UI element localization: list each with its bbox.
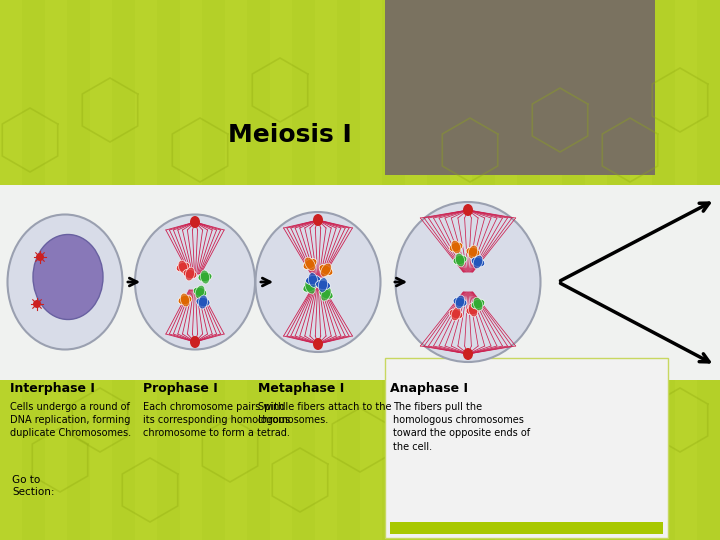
Ellipse shape (303, 282, 317, 292)
Ellipse shape (455, 295, 464, 309)
Ellipse shape (472, 299, 485, 309)
Text: Anaphase I: Anaphase I (390, 382, 468, 395)
Text: Prophase I: Prophase I (143, 382, 217, 395)
Text: Go to
Section:: Go to Section: (12, 475, 55, 497)
Bar (675, 0, 697, 540)
Bar (390, 522, 663, 534)
Bar (135, 0, 157, 540)
Ellipse shape (305, 257, 315, 271)
Bar (540, 0, 562, 540)
Bar (405, 0, 427, 540)
Ellipse shape (256, 212, 380, 352)
Ellipse shape (183, 269, 197, 279)
Ellipse shape (468, 303, 477, 317)
Text: Cells undergo a round of
DNA replication, forming
duplicate Chromosomes.: Cells undergo a round of DNA replication… (10, 402, 131, 438)
Bar (0, 0, 22, 540)
Ellipse shape (472, 257, 485, 267)
Ellipse shape (319, 289, 333, 299)
Text: Spindle fibers attach to the
chromosomes.: Spindle fibers attach to the chromosomes… (258, 402, 392, 425)
Bar (45, 0, 67, 540)
Ellipse shape (199, 295, 207, 309)
Bar (495, 0, 517, 540)
Bar (225, 0, 247, 540)
Bar (270, 0, 292, 540)
Ellipse shape (466, 305, 480, 315)
Text: Metaphase I: Metaphase I (258, 382, 344, 395)
Ellipse shape (466, 247, 480, 256)
Ellipse shape (315, 280, 330, 289)
Ellipse shape (305, 280, 315, 294)
Ellipse shape (449, 242, 463, 252)
Text: Interphase I: Interphase I (10, 382, 95, 395)
Ellipse shape (473, 255, 483, 269)
Ellipse shape (395, 202, 541, 362)
Bar (0, 185, 720, 380)
Ellipse shape (451, 307, 461, 321)
Ellipse shape (180, 293, 189, 307)
Ellipse shape (473, 297, 483, 310)
Ellipse shape (33, 234, 103, 320)
Ellipse shape (195, 285, 205, 299)
Bar (180, 0, 202, 540)
Ellipse shape (190, 336, 200, 348)
Ellipse shape (319, 265, 333, 275)
Ellipse shape (198, 272, 212, 281)
Bar (630, 0, 652, 540)
Ellipse shape (176, 262, 190, 272)
Text: The fibers pull the
homologous chromosomes
toward the opposite ends of
the cell.: The fibers pull the homologous chromosom… (393, 402, 530, 451)
Ellipse shape (178, 260, 188, 274)
Bar (315, 0, 337, 540)
Ellipse shape (33, 300, 41, 308)
Ellipse shape (196, 298, 210, 307)
Ellipse shape (449, 309, 463, 319)
Ellipse shape (313, 214, 323, 226)
Ellipse shape (463, 204, 473, 216)
Ellipse shape (305, 275, 320, 285)
Ellipse shape (451, 240, 461, 254)
Ellipse shape (321, 287, 331, 301)
Ellipse shape (313, 338, 323, 350)
Ellipse shape (318, 278, 328, 293)
Text: Each chromosome pairs with
its corresponding homologous
chromosome to form a tet: Each chromosome pairs with its correspon… (143, 402, 290, 438)
Bar (360, 0, 382, 540)
Ellipse shape (185, 267, 194, 281)
Bar (450, 0, 472, 540)
Ellipse shape (463, 348, 473, 360)
Ellipse shape (178, 295, 192, 305)
Ellipse shape (468, 245, 477, 259)
Ellipse shape (36, 253, 44, 261)
Ellipse shape (320, 263, 331, 277)
Ellipse shape (453, 298, 467, 307)
Ellipse shape (453, 255, 467, 265)
Ellipse shape (303, 259, 317, 269)
Bar (385, 0, 655, 175)
Ellipse shape (455, 253, 464, 267)
Ellipse shape (193, 287, 207, 297)
Bar (90, 0, 112, 540)
Text: Meiosis I: Meiosis I (228, 123, 352, 147)
Bar (585, 0, 607, 540)
Ellipse shape (7, 214, 122, 349)
Ellipse shape (200, 270, 210, 284)
Ellipse shape (135, 214, 255, 349)
Ellipse shape (190, 216, 200, 228)
Ellipse shape (308, 273, 318, 287)
FancyBboxPatch shape (385, 358, 668, 538)
